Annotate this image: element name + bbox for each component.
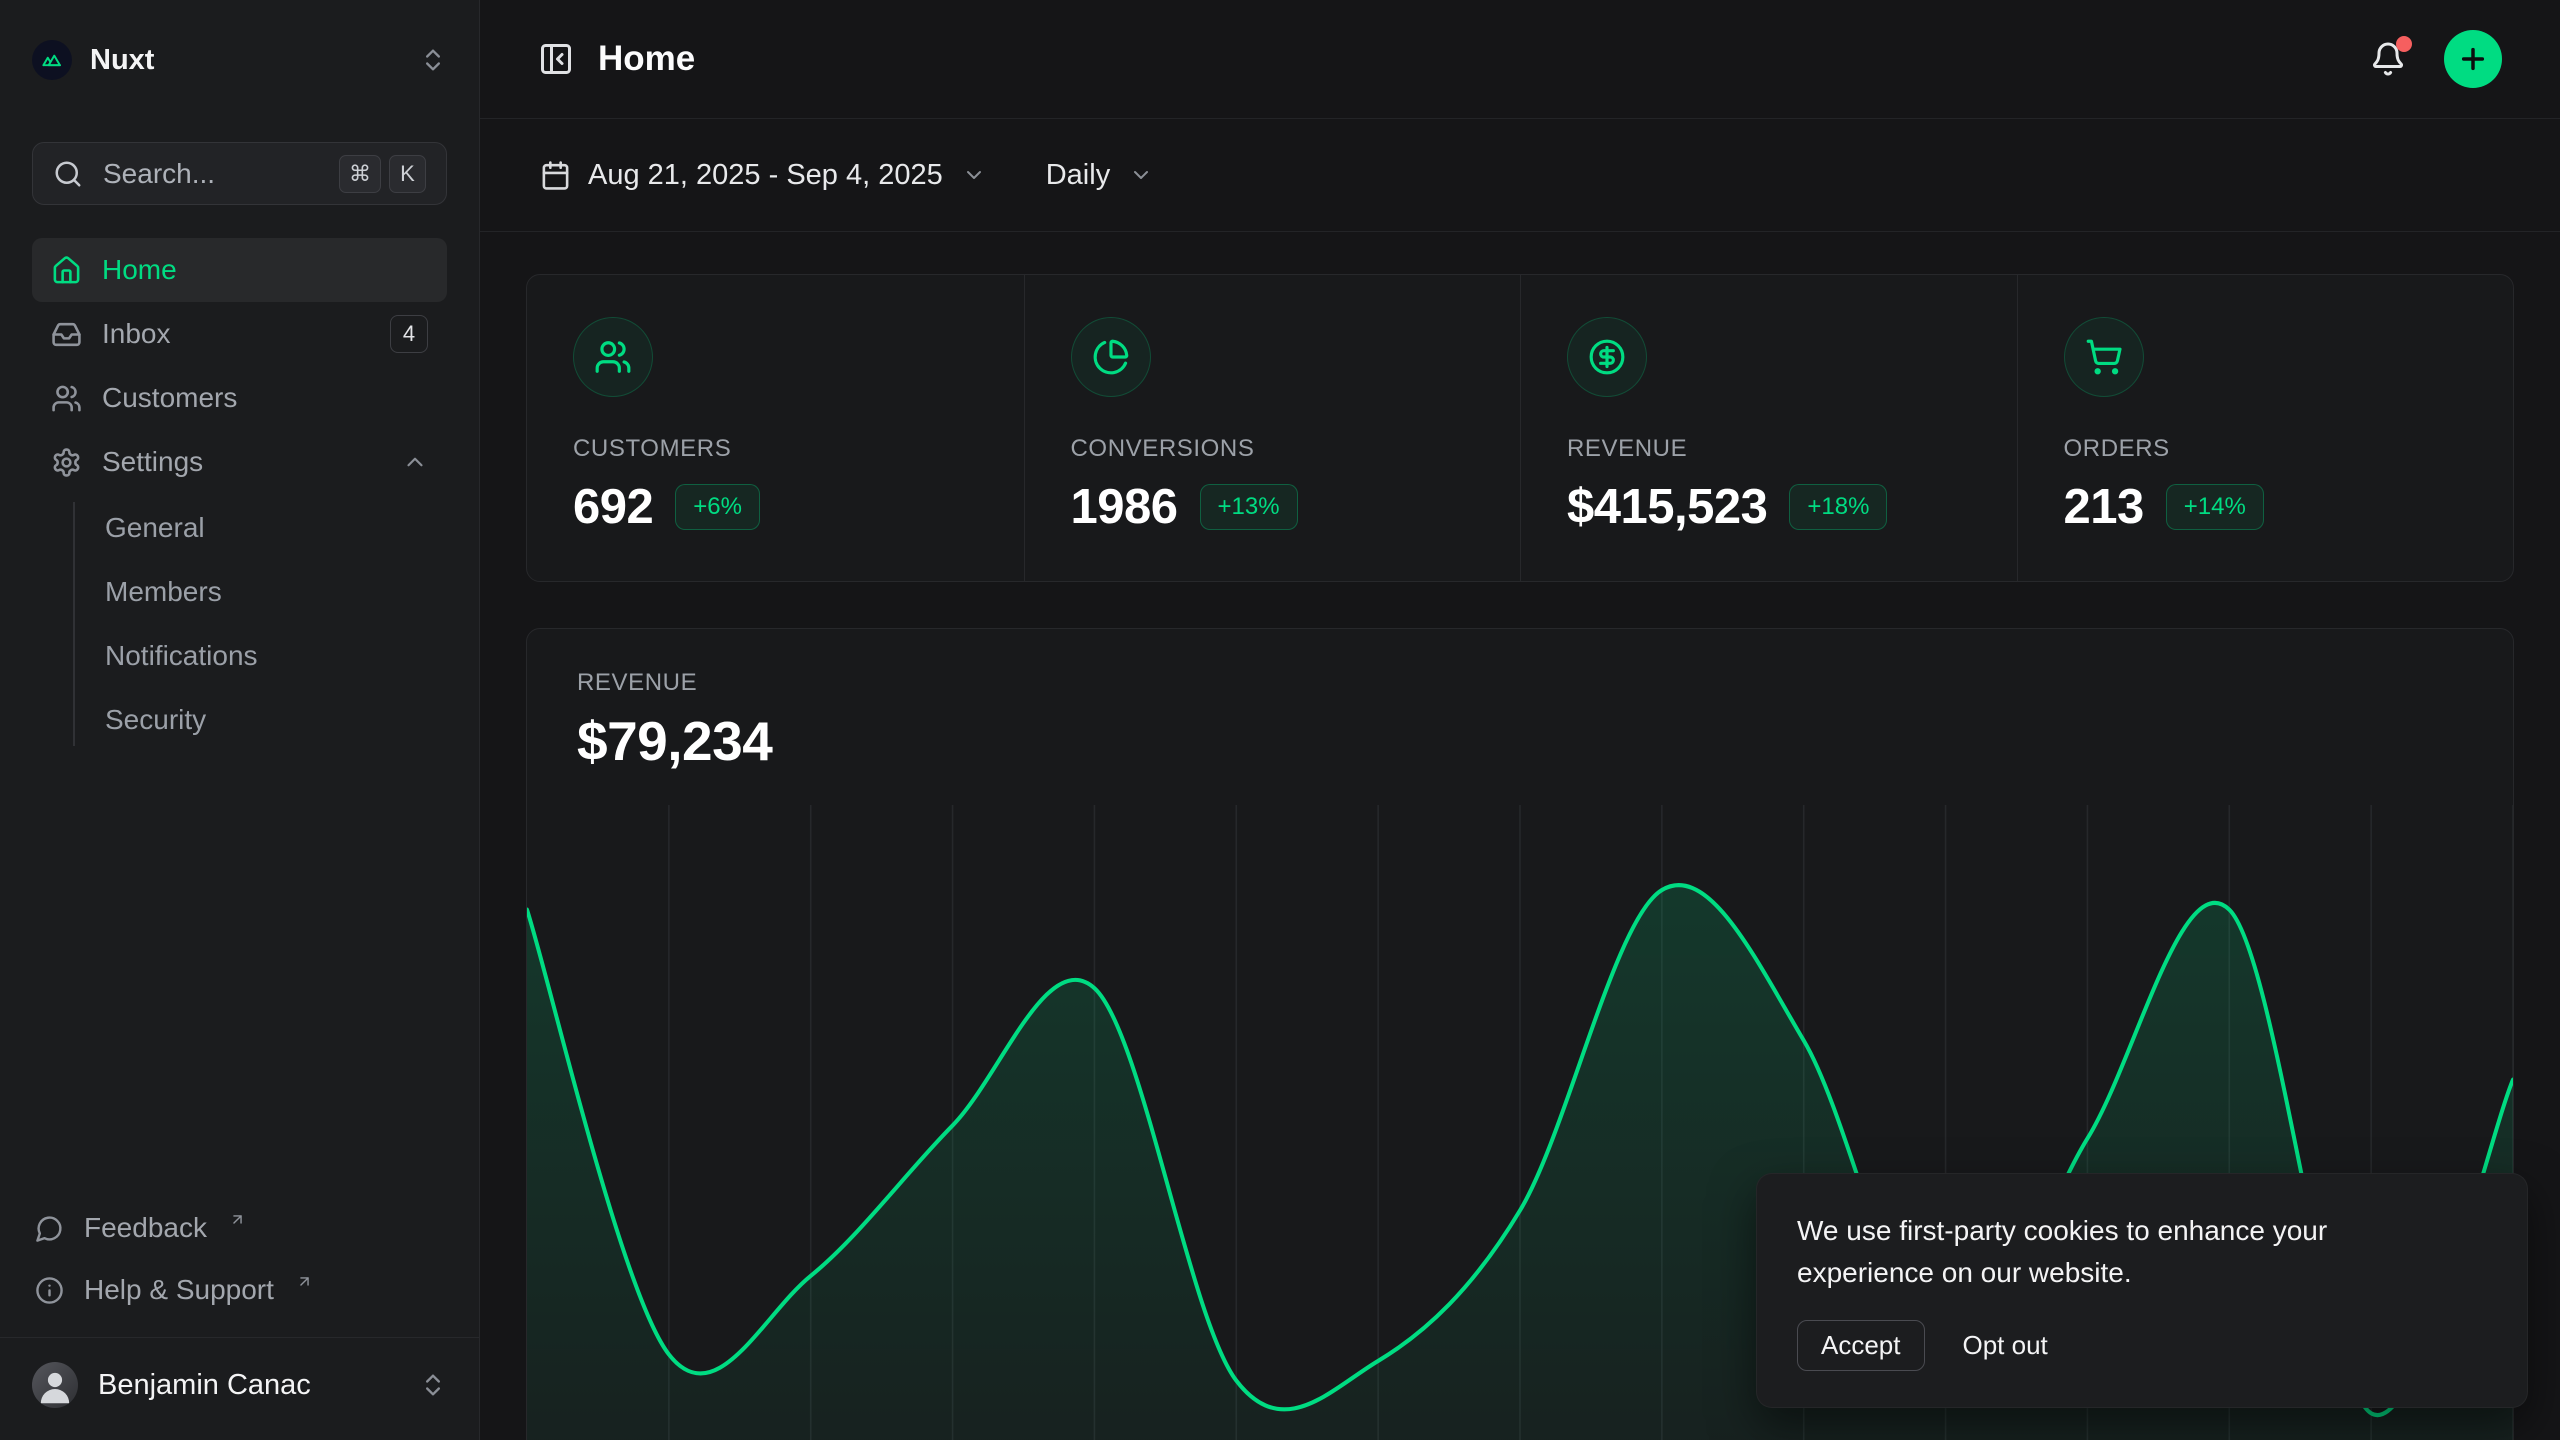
stat-value: $415,523 [1567, 479, 1767, 535]
team-name: Nuxt [90, 44, 154, 77]
sidebar-link-label: Help & Support [84, 1274, 274, 1306]
revenue-chart-label: REVENUE [577, 669, 2463, 697]
stat-change-badge: +13% [1200, 484, 1298, 530]
sidebar-spacer [32, 758, 447, 1197]
stat-change-badge: +6% [675, 484, 760, 530]
stat-label: ORDERS [2064, 435, 2468, 463]
stat-value: 213 [2064, 479, 2144, 535]
add-button[interactable] [2444, 30, 2502, 88]
kbd-k: K [389, 155, 426, 193]
gear-icon [51, 447, 82, 478]
date-range-value: Aug 21, 2025 - Sep 4, 2025 [588, 159, 943, 192]
sidebar-item-label: Inbox [102, 318, 171, 350]
stat-card-customers[interactable]: CUSTOMERS 692 +6% [527, 275, 1024, 581]
stats-row: CUSTOMERS 692 +6% CONVERSIONS 1986 +13% REVENU… [526, 274, 2514, 582]
sidebar-item-notifications[interactable]: Notifications [73, 624, 447, 688]
user-name: Benjamin Canac [98, 1369, 311, 1402]
chat-bubble-icon [35, 1214, 64, 1243]
avatar [32, 1362, 78, 1408]
toolbar: Aug 21, 2025 - Sep 4, 2025 Daily [480, 119, 2560, 232]
search-input[interactable]: Search... ⌘ K [32, 142, 447, 205]
cookie-opt-out-button[interactable]: Opt out [1963, 1330, 2048, 1361]
stat-label: REVENUE [1567, 435, 1971, 463]
sidebar-item-security[interactable]: Security [73, 688, 447, 752]
cookie-accept-button[interactable]: Accept [1797, 1320, 1925, 1371]
stat-change-badge: +18% [1789, 484, 1887, 530]
granularity-value: Daily [1046, 159, 1110, 192]
sidebar-item-label: Customers [102, 382, 237, 414]
search-icon [53, 159, 83, 189]
topbar: Home [480, 0, 2560, 119]
cart-icon [2064, 317, 2144, 397]
collapse-sidebar-button[interactable] [538, 41, 574, 77]
inbox-count-badge: 4 [390, 315, 428, 353]
chevron-down-icon [962, 163, 986, 187]
sidebar-item-customers[interactable]: Customers [32, 366, 447, 430]
users-icon [573, 317, 653, 397]
chevron-down-icon [1129, 163, 1153, 187]
plus-icon [2457, 43, 2489, 75]
stat-value: 692 [573, 479, 653, 535]
revenue-chart-header: REVENUE $79,234 [527, 629, 2513, 773]
stat-card-orders[interactable]: ORDERS 213 +14% [2017, 275, 2514, 581]
sidebar-item-label: Home [102, 254, 177, 286]
sidebar-item-inbox[interactable]: Inbox 4 [32, 302, 447, 366]
nuxt-logo-icon [32, 40, 72, 80]
team-switcher[interactable]: Nuxt [32, 32, 447, 88]
sidebar-link-help-support[interactable]: Help & Support [32, 1259, 447, 1321]
sidebar-settings-children: GeneralMembersNotificationsSecurity [32, 496, 447, 752]
date-range-picker[interactable]: Aug 21, 2025 - Sep 4, 2025 [540, 159, 986, 192]
stat-card-conversions[interactable]: CONVERSIONS 1986 +13% [1024, 275, 1521, 581]
kbd-cmd: ⌘ [339, 155, 381, 193]
sidebar-item-general[interactable]: General [73, 496, 447, 560]
chevrons-up-down-icon [419, 46, 447, 74]
home-icon [51, 255, 82, 286]
sidebar-nav: Home Inbox 4 Customers Settings GeneralMember… [32, 238, 447, 758]
cookie-message: We use first-party cookies to enhance yo… [1797, 1210, 2447, 1294]
stat-card-revenue[interactable]: REVENUE $415,523 +18% [1520, 275, 2017, 581]
sidebar-item-label: Settings [102, 446, 203, 478]
sidebar-footer-links: Feedback Help & Support [32, 1197, 447, 1321]
stat-value: 1986 [1071, 479, 1178, 535]
sidebar-item-settings[interactable]: Settings [32, 430, 447, 494]
sidebar-item-home[interactable]: Home [32, 238, 447, 302]
stat-label: CONVERSIONS [1071, 435, 1475, 463]
stat-label: CUSTOMERS [573, 435, 978, 463]
granularity-select[interactable]: Daily [1046, 159, 1153, 192]
page-title: Home [598, 39, 695, 79]
sidebar-link-label: Feedback [84, 1212, 207, 1244]
info-circle-icon [35, 1276, 64, 1305]
calendar-icon [540, 160, 571, 191]
sidebar-item-members[interactable]: Members [73, 560, 447, 624]
chevrons-up-down-icon [419, 1371, 447, 1399]
revenue-chart-value: $79,234 [577, 709, 2463, 773]
stat-change-badge: +14% [2166, 484, 2264, 530]
search-placeholder: Search... [103, 158, 215, 190]
arrow-up-right-icon [296, 1273, 313, 1290]
arrow-up-right-icon [229, 1211, 246, 1228]
user-menu[interactable]: Benjamin Canac [32, 1338, 447, 1432]
users-icon [51, 383, 82, 414]
notifications-button[interactable] [2364, 35, 2412, 83]
pie-chart-icon [1071, 317, 1151, 397]
notification-dot [2396, 36, 2412, 52]
sidebar: Nuxt Search... ⌘ K Home Inbox 4 Customers Se… [0, 0, 480, 1440]
cookie-banner: We use first-party cookies to enhance yo… [1756, 1173, 2528, 1408]
sidebar-link-feedback[interactable]: Feedback [32, 1197, 447, 1259]
search-shortcut: ⌘ K [339, 155, 426, 193]
inbox-icon [51, 319, 82, 350]
dollar-circle-icon [1567, 317, 1647, 397]
chevron-up-icon [402, 449, 428, 475]
